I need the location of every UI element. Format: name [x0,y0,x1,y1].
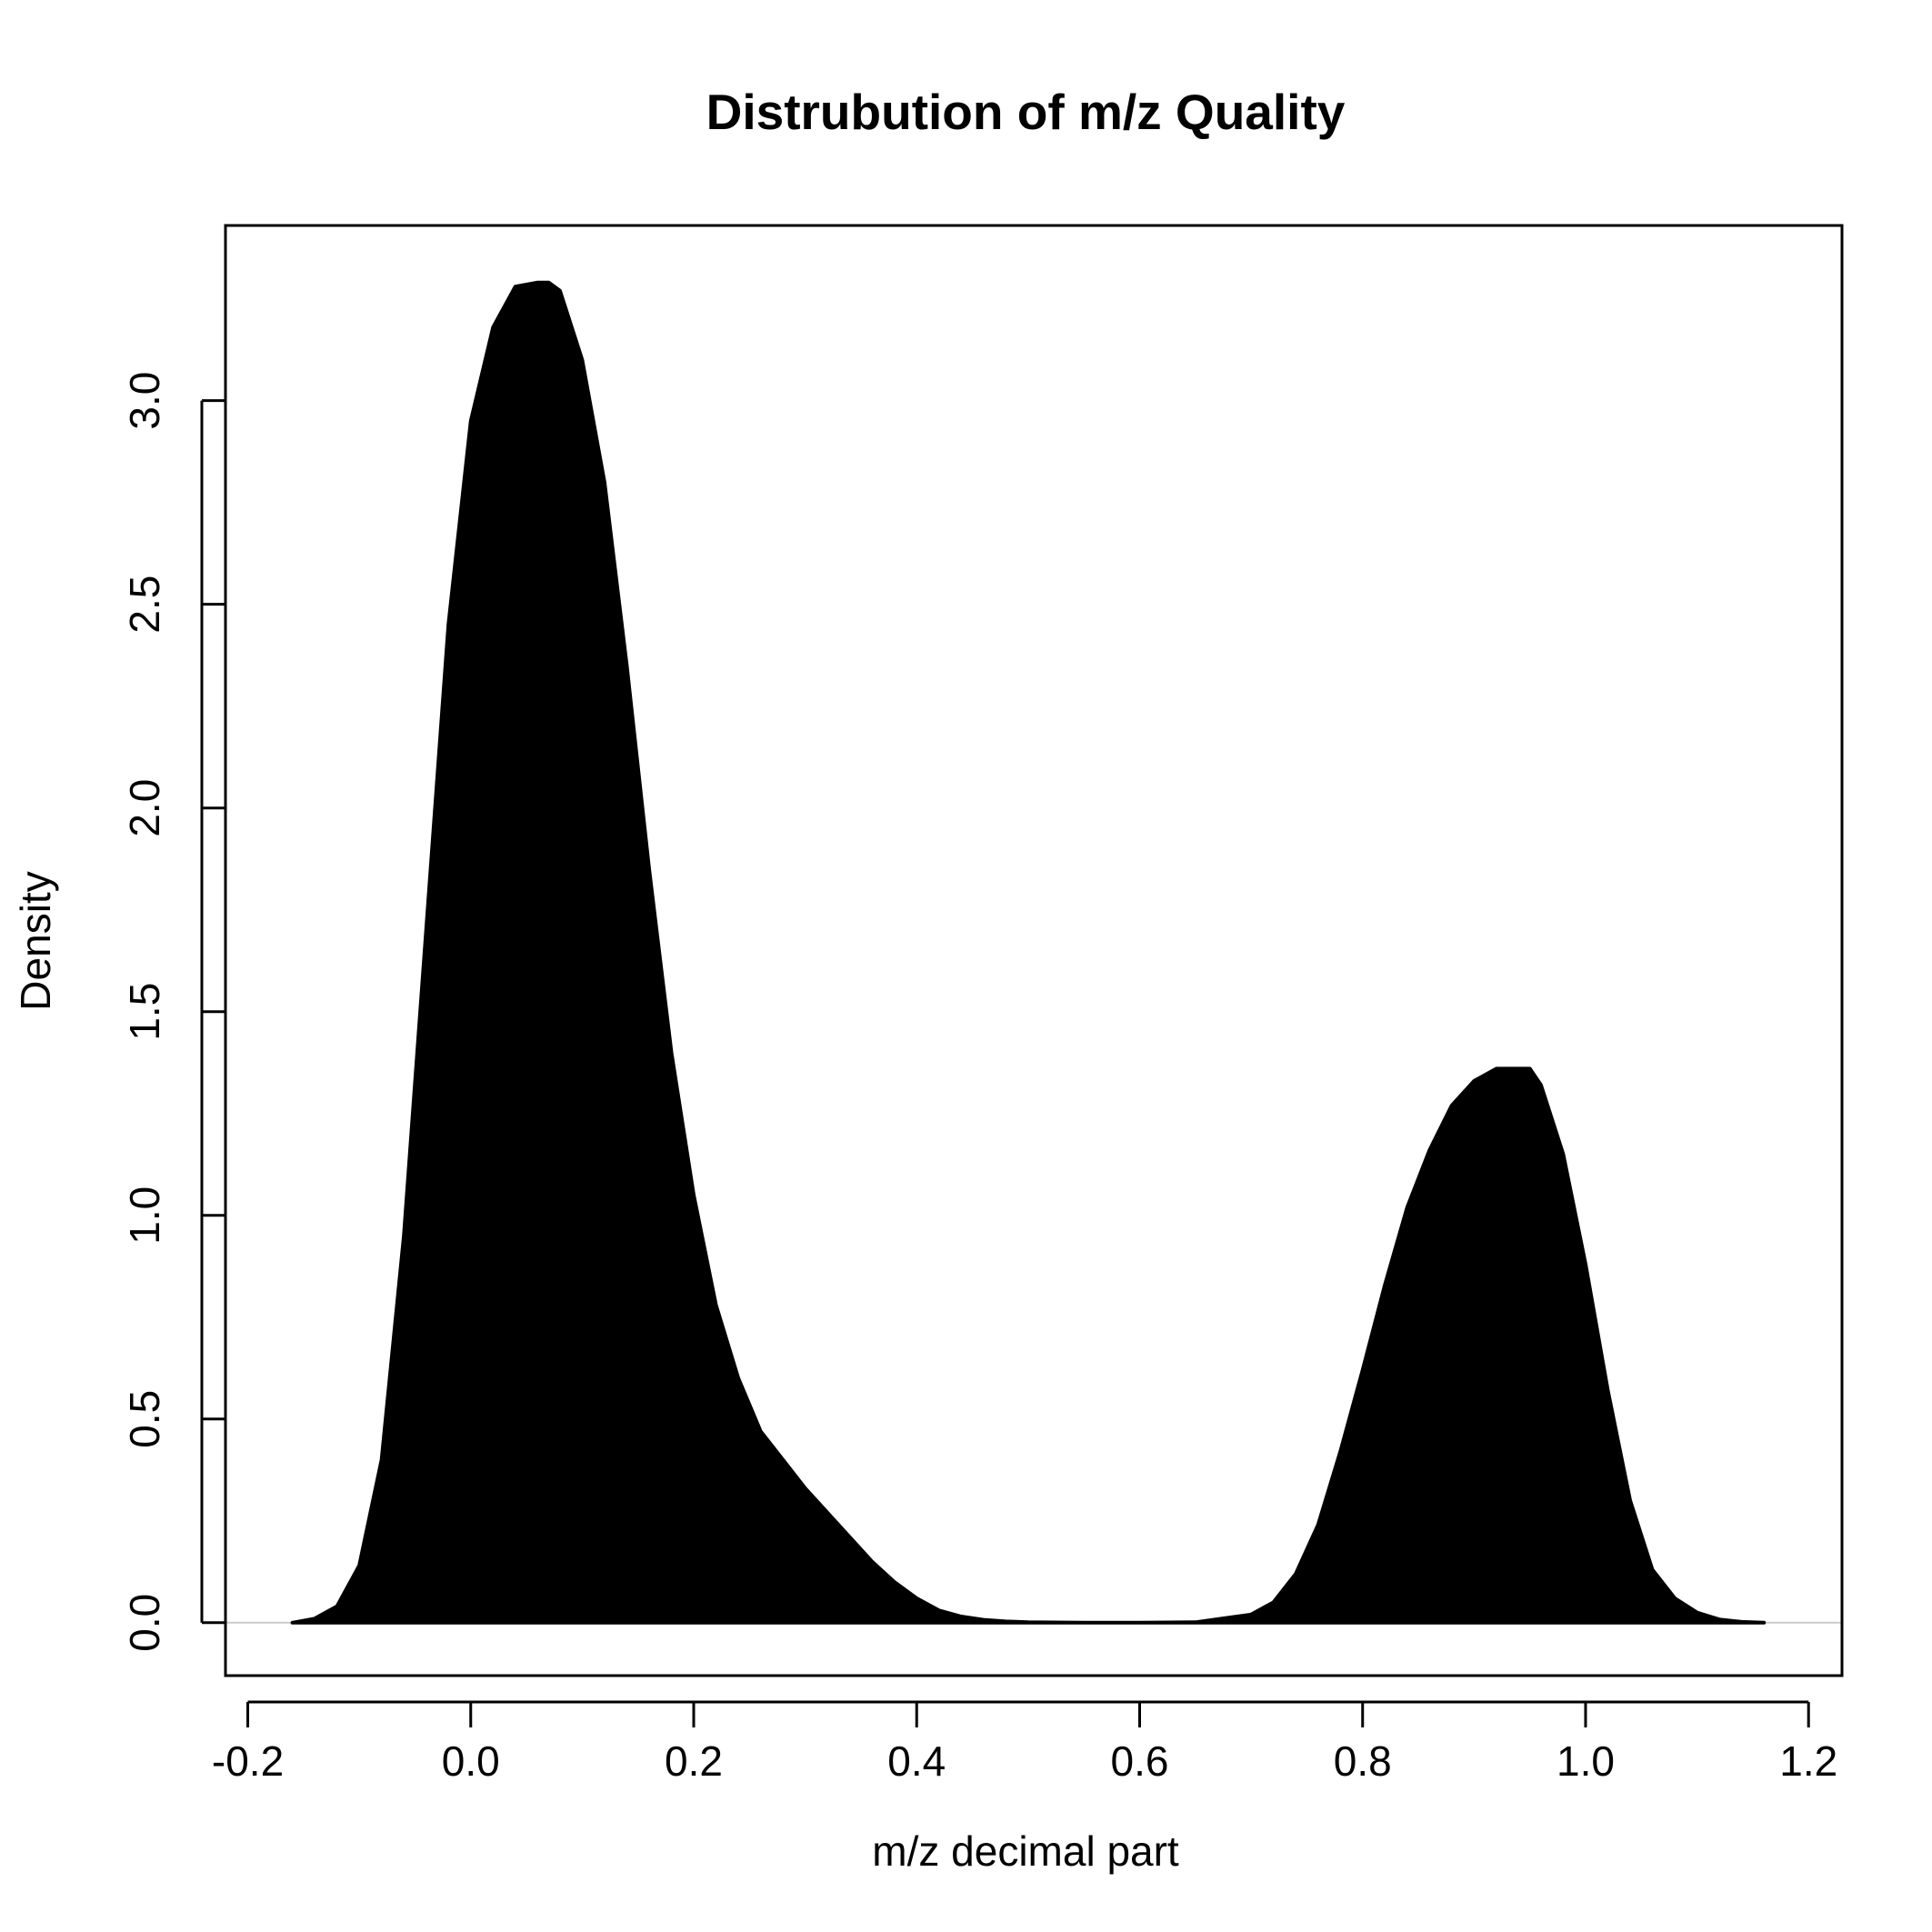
x-tick-label: 1.0 [1557,1737,1615,1785]
y-tick-label: 0.5 [121,1390,168,1448]
plot-frame [224,224,1844,1677]
chart-title: Distrubution of m/z Quality [706,84,1346,140]
y-axis: 0.0 0.5 1.0 1.5 2.0 2.5 3.0 [121,372,225,1652]
y-axis-label: Density [12,871,59,1010]
y-tick-label: 3.0 [121,372,168,430]
x-tick-label: 1.2 [1779,1737,1837,1785]
x-tick-label: 0.6 [1111,1737,1169,1785]
y-tick-label: 0.0 [121,1594,168,1652]
x-ticks: -0.2 0.0 0.2 0.4 0.6 0.8 1.0 1.2 [212,1702,1837,1785]
x-tick-label: 0.8 [1334,1737,1392,1785]
y-tick-label: 1.5 [121,983,168,1041]
plot-area [225,280,1842,1625]
y-tick-label: 2.0 [121,779,168,837]
x-axis-label: m/z decimal part [872,1827,1179,1875]
x-tick-label: 0.4 [887,1737,946,1785]
x-tick-label: 0.2 [665,1737,723,1785]
y-tick-label: 2.5 [121,576,168,634]
density-area [290,280,1767,1625]
x-tick-label: 0.0 [442,1737,500,1785]
y-tick-label: 1.0 [121,1186,168,1245]
x-tick-label: -0.2 [212,1737,284,1785]
x-axis: -0.2 0.0 0.2 0.4 0.6 0.8 1.0 1.2 [212,1700,1837,1785]
y-ticks: 0.0 0.5 1.0 1.5 2.0 2.5 3.0 [121,372,225,1652]
